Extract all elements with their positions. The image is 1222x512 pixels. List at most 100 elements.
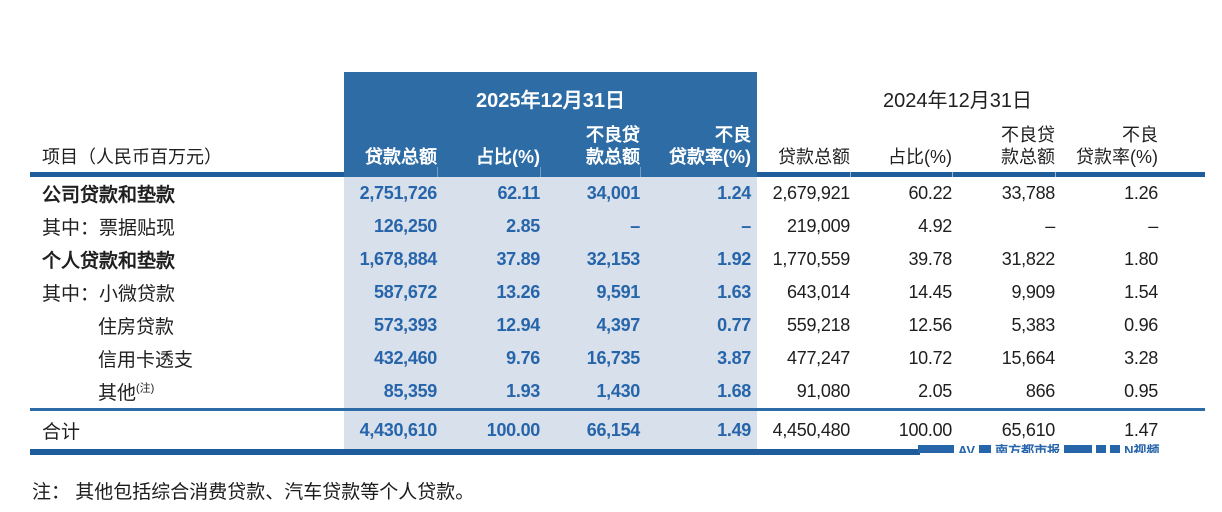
cell: 1,770,559 xyxy=(772,249,851,269)
cell: 3.28 xyxy=(1124,348,1158,368)
column-separator-tick xyxy=(952,167,953,177)
cell: 1.47 xyxy=(1124,419,1158,440)
loan-comparison-table: 2025年12月31日 2024年12月31日 项目（人民币百万元） 贷款总额 … xyxy=(30,72,1205,455)
cell: 0.96 xyxy=(1124,315,1158,335)
cell: 2,679,921 xyxy=(772,183,851,203)
cell: 4,397 xyxy=(596,315,640,335)
item-column-header: 项目（人民币百万元） xyxy=(42,147,222,167)
highlight-band-header xyxy=(344,72,757,177)
cell: 9,591 xyxy=(596,282,640,302)
cell: 85,359 xyxy=(383,381,438,401)
table-row-micro-loans: 其中：小微贷款 587,672 13.26 9,591 1.63 643,014… xyxy=(30,276,1205,309)
cell: 10.72 xyxy=(908,348,952,368)
cell: 91,080 xyxy=(796,381,851,401)
cell: 1,678,884 xyxy=(359,249,438,269)
cell: 100.00 xyxy=(898,419,953,440)
cell: 573,393 xyxy=(374,315,437,335)
cell: – xyxy=(1148,216,1158,236)
row-label: 其中：票据贴现 xyxy=(42,218,176,239)
cell: 866 xyxy=(1025,381,1055,401)
table-row-corporate-loans: 公司贷款和垫款 2,751,726 62.11 34,001 1.24 2,67… xyxy=(30,177,1205,210)
watermark-logo: AV 南方都市报 N视频 xyxy=(918,441,1160,456)
col-header-2025-loan-total: 贷款总额 xyxy=(365,147,437,167)
highlight-band-body xyxy=(344,177,757,449)
table-rows: 项目（人民币百万元） 贷款总额 占比(%) 不良贷 款总额 不良 贷款率(%) 贷款… xyxy=(30,72,1205,455)
column-group-title-2025: 2025年12月31日 xyxy=(476,90,625,112)
cell: – xyxy=(741,216,751,236)
row-label: 公司贷款和垫款 xyxy=(42,185,176,206)
col-header-2024-share: 占比(%) xyxy=(888,147,952,167)
col-header-2025-npl-ratio: 不良 贷款率(%) xyxy=(669,125,751,167)
cell: 219,009 xyxy=(787,216,850,236)
cell: 13.26 xyxy=(496,282,540,302)
table-row-housing-loans: 住房贷款 573,393 12.94 4,397 0.77 559,218 12… xyxy=(30,309,1205,342)
cell: 60.22 xyxy=(908,183,952,203)
cell: 2.85 xyxy=(506,216,540,236)
row-label: 住房贷款 xyxy=(98,317,175,338)
cell: 15,664 xyxy=(1001,348,1056,368)
cell: 477,247 xyxy=(787,348,850,368)
cell: 1.68 xyxy=(717,381,751,401)
cell: 643,014 xyxy=(787,282,850,302)
cell: 0.77 xyxy=(717,315,751,335)
row-label: 合计 xyxy=(42,421,81,443)
table-row-credit-card: 信用卡透支 432,460 9.76 16,735 3.87 477,247 1… xyxy=(30,342,1205,375)
cell: 12.56 xyxy=(908,315,952,335)
watermark-letters: AV xyxy=(958,444,976,453)
footnote-marker: (注) xyxy=(136,382,155,395)
row-label: 其他(注) xyxy=(98,382,155,404)
col-header-2025-share: 占比(%) xyxy=(476,147,540,167)
col-header-2024-npl-total: 不良贷 款总额 xyxy=(1001,125,1055,167)
cell: 37.89 xyxy=(496,249,540,269)
cell: 2,751,726 xyxy=(359,183,438,203)
table-row-bill-discount: 其中：票据贴现 126,250 2.85 – – 219,009 4.92 – … xyxy=(30,210,1205,243)
cell: 2.05 xyxy=(918,381,952,401)
cell: 4.92 xyxy=(918,216,952,236)
cell: 4,430,610 xyxy=(359,419,438,440)
watermark-bar xyxy=(918,444,954,453)
row-label: 信用卡透支 xyxy=(98,350,194,371)
cell: 126,250 xyxy=(374,216,437,236)
cell: 39.78 xyxy=(908,249,952,269)
col-header-2025-npl-total: 不良贷 款总额 xyxy=(586,125,640,167)
column-separator-tick xyxy=(1055,167,1056,177)
cell: 1.80 xyxy=(1124,249,1158,269)
col-header-2024-npl-ratio: 不良 贷款率(%) xyxy=(1076,125,1158,167)
cell: 33,788 xyxy=(1001,183,1056,203)
cell: 34,001 xyxy=(586,183,641,203)
watermark-bar xyxy=(1096,444,1107,453)
cell: 100.00 xyxy=(486,419,541,440)
group-title-row xyxy=(30,72,1205,120)
cell: 1.93 xyxy=(506,381,540,401)
row-label: 其中：小微贷款 xyxy=(42,284,176,305)
watermark-nvideo: N视频 xyxy=(1124,444,1160,453)
cell: – xyxy=(630,216,640,236)
table-row-personal-loans: 个人贷款和垫款 1,678,884 37.89 32,153 1.92 1,77… xyxy=(30,243,1205,276)
cell: 1.49 xyxy=(717,419,751,440)
cell: 587,672 xyxy=(374,282,437,302)
cell: 1.24 xyxy=(717,183,751,203)
total-separator-line xyxy=(30,408,1205,411)
cell: 3.87 xyxy=(717,348,751,368)
cell: 32,153 xyxy=(586,249,641,269)
column-separator-tick xyxy=(540,167,541,177)
watermark-bar xyxy=(1110,444,1121,453)
column-separator-tick xyxy=(640,167,641,177)
footnote-text: 注： 其他包括综合消费贷款、汽车贷款等个人贷款。 xyxy=(32,482,475,503)
cell: 5,383 xyxy=(1011,315,1055,335)
column-separator-tick xyxy=(437,167,438,177)
cell: 9.76 xyxy=(506,348,540,368)
row-label: 个人贷款和垫款 xyxy=(42,251,176,272)
cell: 66,154 xyxy=(586,419,641,440)
cell: 31,822 xyxy=(1001,249,1056,269)
cell: 1.63 xyxy=(717,282,751,302)
watermark-bar xyxy=(1064,444,1093,453)
cell: 4,450,480 xyxy=(772,419,851,440)
cell: 65,610 xyxy=(1001,419,1056,440)
watermark-bar xyxy=(979,444,992,453)
watermark-newspaper-name: 南方都市报 xyxy=(995,444,1061,453)
cell: 1.54 xyxy=(1124,282,1158,302)
column-separator-tick xyxy=(850,167,851,177)
cell: 9,909 xyxy=(1011,282,1055,302)
